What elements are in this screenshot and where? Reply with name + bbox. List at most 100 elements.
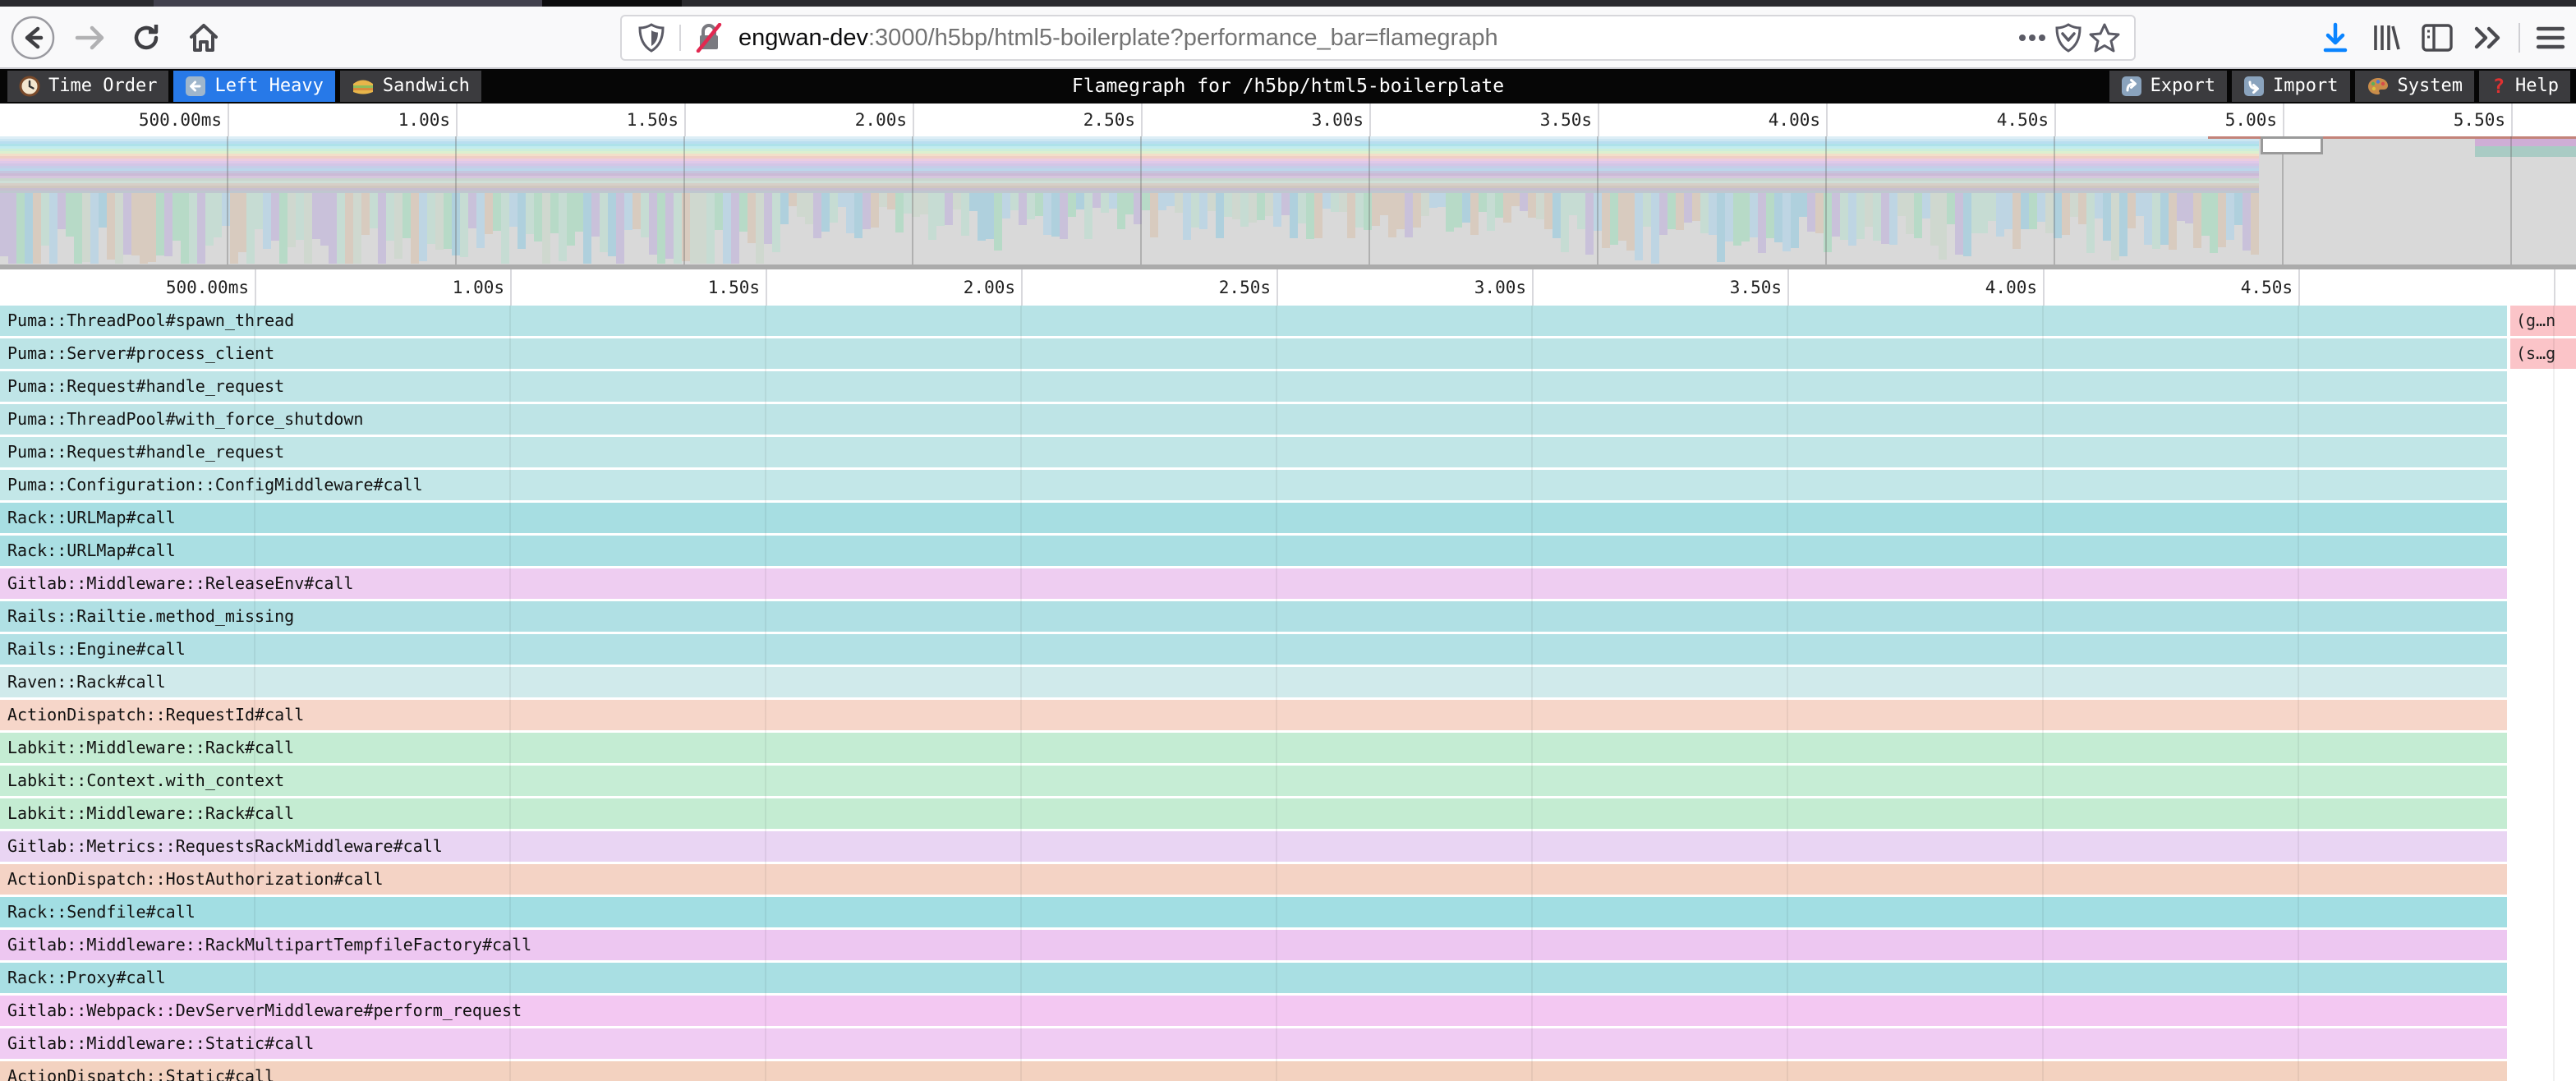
flame-frame-bar[interactable]: Puma::Configuration::ConfigMiddleware#ca… bbox=[0, 470, 2507, 500]
flame-row[interactable]: Rails::Engine#call bbox=[0, 634, 2576, 667]
svg-text:?: ? bbox=[2493, 76, 2505, 97]
flame-frame-bar[interactable]: Rack::Proxy#call bbox=[0, 963, 2507, 993]
tracking-protection-shield-icon[interactable] bbox=[633, 20, 669, 56]
forward-icon bbox=[75, 25, 104, 50]
flame-frame-bar[interactable]: Rack::URLMap#call bbox=[0, 536, 2507, 566]
flame-frame-bar[interactable]: Gitlab::Middleware::RackMultipartTempfil… bbox=[0, 930, 2507, 960]
insecure-lock-icon[interactable] bbox=[691, 20, 727, 56]
reload-button[interactable] bbox=[123, 15, 169, 61]
flame-row[interactable]: Labkit::Middleware::Rack#call bbox=[0, 798, 2576, 831]
flame-frame-bar[interactable]: Puma::Request#handle_request bbox=[0, 371, 2507, 402]
tab-left-heavy[interactable]: Left Heavy bbox=[173, 71, 335, 102]
flame-frame-bar[interactable]: ActionDispatch::RequestId#call bbox=[0, 700, 2507, 730]
flame-frame-label: Rack::Proxy#call bbox=[7, 968, 166, 987]
library-icon[interactable] bbox=[2361, 15, 2412, 61]
flame-frame-bar[interactable]: Raven::Rack#call bbox=[0, 667, 2507, 697]
flame-row[interactable]: Rack::URLMap#call bbox=[0, 503, 2576, 536]
axis-tick-label: 3.50s bbox=[1729, 278, 1782, 297]
flame-row[interactable]: Rack::Sendfile#call bbox=[0, 897, 2576, 930]
flame-frame-label: ActionDispatch::Static#call bbox=[7, 1066, 275, 1081]
axis-tick-line bbox=[913, 104, 914, 136]
export-button[interactable]: Export bbox=[2109, 71, 2228, 102]
flame-frame-label: Rails::Railtie.method_missing bbox=[7, 606, 295, 626]
home-button[interactable] bbox=[181, 15, 227, 61]
flame-frame-bar[interactable]: Puma::ThreadPool#spawn_thread bbox=[0, 306, 2507, 336]
pocket-icon[interactable] bbox=[2050, 20, 2086, 56]
flame-row[interactable]: Rails::Railtie.method_missing bbox=[0, 601, 2576, 634]
flame-frame-fragment[interactable]: (s…g bbox=[2510, 338, 2576, 369]
flame-row[interactable]: Puma::Configuration::ConfigMiddleware#ca… bbox=[0, 470, 2576, 503]
import-button[interactable]: Import bbox=[2232, 71, 2350, 102]
flame-frame-label: ActionDispatch::RequestId#call bbox=[7, 705, 305, 724]
flame-frame-bar[interactable]: Rails::Railtie.method_missing bbox=[0, 601, 2507, 632]
flame-frame-bar[interactable]: Puma::Request#handle_request bbox=[0, 437, 2507, 467]
downloads-icon[interactable] bbox=[2310, 15, 2361, 61]
minimap-right-fragment bbox=[2475, 139, 2576, 157]
action-label: System bbox=[2397, 76, 2463, 96]
tab-label: Left Heavy bbox=[214, 76, 324, 96]
axis-tick-line bbox=[2554, 269, 2555, 306]
bookmark-star-icon[interactable] bbox=[2086, 20, 2123, 56]
tab-sandwich[interactable]: Sandwich bbox=[339, 71, 481, 102]
tab-time-order[interactable]: Time Order bbox=[7, 71, 169, 102]
axis-tick-label: 3.00s bbox=[1474, 278, 1526, 297]
flame-frame-bar[interactable]: Gitlab::Middleware::Static#call bbox=[0, 1028, 2507, 1059]
flame-frame-bar[interactable]: Gitlab::Metrics::RequestsRackMiddleware#… bbox=[0, 831, 2507, 862]
palette-icon bbox=[2367, 76, 2390, 96]
url-bar[interactable]: engwan-dev:3000/h5bp/html5-boilerplate?p… bbox=[620, 15, 2136, 61]
flame-frame-label: Rails::Engine#call bbox=[7, 639, 186, 659]
flame-row[interactable]: ActionDispatch::RequestId#call bbox=[0, 700, 2576, 733]
flame-frame-label: Puma::Configuration::ConfigMiddleware#ca… bbox=[7, 475, 423, 494]
help-button[interactable]: ? Help bbox=[2479, 71, 2570, 102]
sidebar-toggle-icon[interactable] bbox=[2412, 15, 2463, 61]
flame-row[interactable]: Raven::Rack#call bbox=[0, 667, 2576, 700]
flame-frame-bar[interactable]: Gitlab::Middleware::ReleaseEnv#call bbox=[0, 568, 2507, 599]
flame-frame-bar[interactable]: Labkit::Middleware::Rack#call bbox=[0, 733, 2507, 763]
url-text[interactable]: engwan-dev:3000/h5bp/html5-boilerplate?p… bbox=[738, 25, 2014, 52]
forward-button[interactable] bbox=[67, 15, 113, 61]
flame-row[interactable]: ActionDispatch::HostAuthorization#call bbox=[0, 864, 2576, 897]
axis-tick-line bbox=[1532, 269, 1534, 306]
axis-tick-label: 1.00s bbox=[398, 110, 450, 130]
export-icon bbox=[2121, 76, 2142, 97]
flame-row[interactable]: ActionDispatch::Static#call bbox=[0, 1061, 2576, 1081]
flame-row[interactable]: Puma::Request#handle_request bbox=[0, 437, 2576, 470]
back-button[interactable] bbox=[10, 15, 56, 61]
flame-frame-bar[interactable]: Gitlab::Webpack::DevServerMiddleware#per… bbox=[0, 996, 2507, 1026]
axis-tick-line bbox=[456, 104, 458, 136]
toolbar-divider bbox=[2518, 23, 2520, 53]
flame-row[interactable]: Gitlab::Metrics::RequestsRackMiddleware#… bbox=[0, 831, 2576, 864]
flame-frame-bar[interactable]: Puma::Server#process_client bbox=[0, 338, 2507, 369]
flame-frame-bar[interactable]: Rails::Engine#call bbox=[0, 634, 2507, 665]
minimap[interactable] bbox=[0, 136, 2576, 264]
flame-frame-fragment[interactable]: (g…n bbox=[2510, 306, 2576, 336]
toolbar-actions: Export Import System ? Help bbox=[2107, 69, 2573, 104]
flame-row[interactable]: Puma::Request#handle_request bbox=[0, 371, 2576, 404]
flame-row[interactable]: Gitlab::Middleware::ReleaseEnv#call bbox=[0, 568, 2576, 601]
hamburger-menu-icon[interactable] bbox=[2525, 15, 2576, 61]
flame-row[interactable]: Rack::Proxy#call bbox=[0, 963, 2576, 996]
flame-frame-bar[interactable]: Puma::ThreadPool#with_force_shutdown bbox=[0, 404, 2507, 435]
flame-row[interactable]: Gitlab::Middleware::RackMultipartTempfil… bbox=[0, 930, 2576, 963]
flame-frame-bar[interactable]: Rack::URLMap#call bbox=[0, 503, 2507, 533]
flame-frame-bar[interactable]: Labkit::Middleware::Rack#call bbox=[0, 798, 2507, 829]
minimap-viewport-handle[interactable] bbox=[2261, 136, 2323, 154]
flame-frame-bar[interactable]: ActionDispatch::Static#call bbox=[0, 1061, 2507, 1081]
flame-row[interactable]: Rack::URLMap#call bbox=[0, 536, 2576, 568]
clock-icon bbox=[19, 76, 40, 97]
overflow-chevrons-icon[interactable] bbox=[2463, 15, 2514, 61]
flame-frame-bar[interactable]: ActionDispatch::HostAuthorization#call bbox=[0, 864, 2507, 895]
page-actions-ellipsis-icon[interactable] bbox=[2014, 20, 2050, 56]
flame-row[interactable]: Puma::ThreadPool#with_force_shutdown bbox=[0, 404, 2576, 437]
home-icon bbox=[190, 24, 218, 52]
flame-row[interactable]: Gitlab::Middleware::Static#call bbox=[0, 1028, 2576, 1061]
flame-row[interactable]: Labkit::Context.with_context bbox=[0, 766, 2576, 798]
flame-row[interactable]: Puma::ThreadPool#spawn_thread (g…n bbox=[0, 306, 2576, 338]
system-button[interactable]: System bbox=[2354, 71, 2475, 102]
flame-frame-bar[interactable]: Labkit::Context.with_context bbox=[0, 766, 2507, 796]
minimap-top-frame-line bbox=[2208, 136, 2576, 139]
flame-row[interactable]: Puma::Server#process_client (s…g bbox=[0, 338, 2576, 371]
flame-row[interactable]: Gitlab::Webpack::DevServerMiddleware#per… bbox=[0, 996, 2576, 1028]
flame-row[interactable]: Labkit::Middleware::Rack#call bbox=[0, 733, 2576, 766]
flame-frame-bar[interactable]: Rack::Sendfile#call bbox=[0, 897, 2507, 927]
